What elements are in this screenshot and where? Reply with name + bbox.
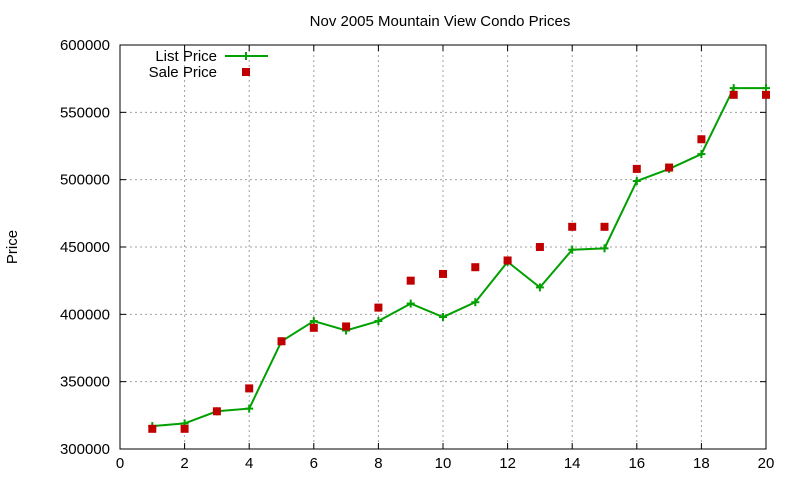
legend-marker-sale-price	[242, 68, 250, 76]
sale-price-point	[665, 163, 674, 172]
sale-price-point	[148, 424, 157, 433]
x-tick-label: 20	[758, 455, 775, 472]
y-tick-label: 600000	[60, 37, 110, 54]
sale-price-point	[729, 90, 738, 99]
list-price-point	[374, 317, 383, 326]
y-tick-label: 550000	[60, 104, 110, 121]
sale-price-point	[697, 135, 706, 144]
y-axis-label: Price	[4, 230, 21, 264]
sale-price-point	[503, 256, 512, 265]
sale-price-point	[439, 269, 447, 278]
x-tick-label: 4	[245, 455, 253, 472]
list-price-point	[471, 298, 480, 307]
list-price-point	[729, 84, 738, 93]
list-price-point	[245, 404, 254, 413]
legend-label-list-price: List Price	[155, 48, 217, 65]
y-tick-label: 450000	[60, 239, 110, 256]
sale-price-point	[180, 424, 189, 433]
legend: List Price Sale Price	[149, 48, 268, 81]
x-tick-label: 16	[628, 455, 645, 472]
y-tick-label: 400000	[60, 306, 110, 323]
sale-price-point	[374, 303, 383, 312]
legend-label-sale-price: Sale Price	[149, 64, 217, 81]
y-tick-label: 300000	[60, 441, 110, 458]
x-tick-label: 12	[499, 455, 516, 472]
list-price-point	[600, 244, 609, 253]
list-price-point	[697, 150, 706, 159]
x-tick-label: 14	[564, 455, 581, 472]
x-tick-label: 0	[116, 455, 124, 472]
list-price-point	[535, 283, 544, 292]
sale-price-point	[471, 263, 480, 272]
list-price-point	[568, 245, 577, 254]
x-tick-label: 8	[374, 455, 382, 472]
y-tick-label: 350000	[60, 374, 110, 391]
list-price-point	[762, 84, 770, 93]
y-axis-ticks: 300000 350000 400000 450000 500000 550000 6000…	[60, 37, 766, 458]
x-axis-ticks: 0 2 4 6 8 10 12 14 16 18 20	[116, 45, 775, 472]
x-tick-label: 10	[435, 455, 452, 472]
sale-price-point	[568, 222, 577, 231]
list-price-point	[439, 313, 447, 322]
sale-price-point	[762, 90, 770, 99]
sale-price-point	[406, 276, 415, 285]
x-tick-label: 2	[180, 455, 188, 472]
x-tick-label: 6	[310, 455, 318, 472]
list-price-point	[406, 299, 415, 308]
x-tick-label: 18	[693, 455, 710, 472]
legend-square-marker	[242, 68, 250, 76]
sale-price-point	[309, 323, 318, 332]
list-price-point	[632, 177, 641, 186]
sale-price-point	[632, 164, 641, 173]
sale-price-point	[342, 322, 351, 331]
sale-price-point	[212, 407, 221, 416]
list-price-line	[152, 87, 766, 428]
legend-marker-list-price	[242, 52, 250, 60]
legend-plus-marker	[242, 52, 250, 60]
sale-price-point	[277, 337, 286, 346]
list-price-point	[309, 317, 318, 326]
sale-price-point	[245, 384, 254, 393]
series	[148, 84, 770, 433]
y-tick-label: 500000	[60, 172, 110, 189]
sale-price-point	[535, 243, 544, 251]
chart-title: Nov 2005 Mountain View Condo Prices	[310, 13, 571, 30]
grid	[120, 45, 766, 449]
sale-price-point	[600, 222, 609, 231]
